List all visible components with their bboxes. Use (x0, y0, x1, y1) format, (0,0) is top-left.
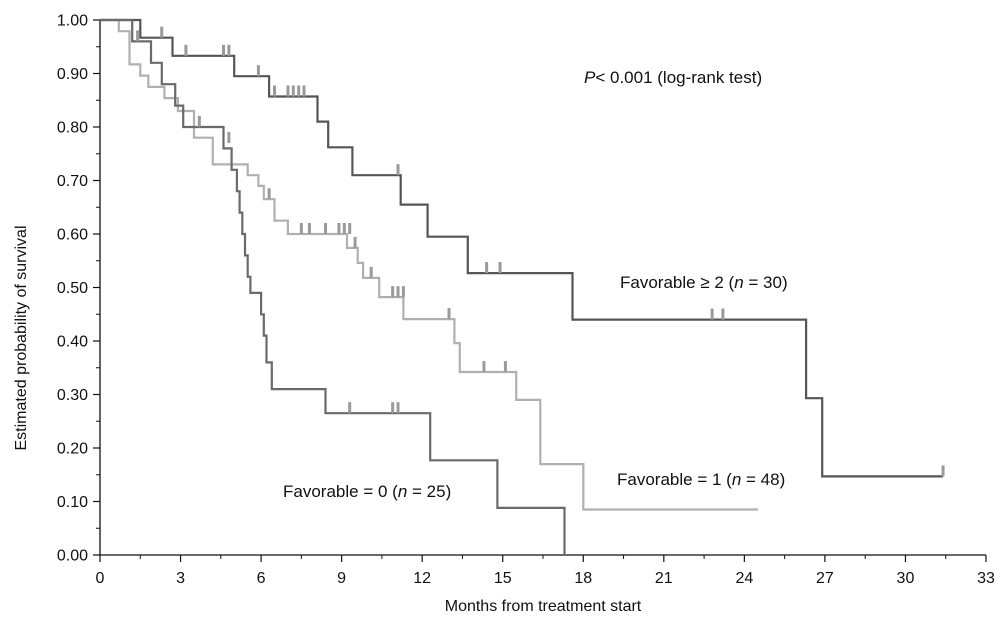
censor-mark (160, 26, 164, 38)
censor-mark (307, 223, 311, 234)
censor-mark (721, 308, 725, 320)
censor-mark (348, 223, 352, 234)
censor-mark (498, 262, 502, 274)
censor-mark (337, 223, 341, 234)
censor-mark (353, 236, 357, 248)
censor-mark (286, 85, 290, 97)
y-tick-label: 0.20 (57, 441, 88, 458)
x-tick-label: 9 (337, 570, 346, 587)
censor-mark (299, 223, 303, 234)
x-tick-label: 3 (176, 570, 185, 587)
series-label-favorable-1-text: Favorable = 1 ( (617, 470, 732, 489)
series-layer (100, 18, 943, 555)
x-tick-label: 33 (977, 570, 995, 587)
y-tick-label: 0.00 (57, 548, 88, 565)
series-label-favorable-2: Favorable ≥ 2 (n = 30) (620, 273, 788, 292)
x-tick-label: 21 (655, 570, 673, 587)
series-label-favorable-0: Favorable = 0 (n = 25) (283, 482, 451, 501)
censor-mark (396, 286, 400, 298)
axes: 0 3 6 9 12 15 18 21 24 27 30 33 0.00 0.10 0.20 0.30 0.4… (57, 13, 995, 588)
x-tick-label: 30 (897, 570, 915, 587)
censor-mark (401, 286, 405, 298)
y-tick-label: 0.30 (57, 387, 88, 404)
censor-mark (273, 85, 277, 97)
censor-mark (227, 132, 231, 144)
y-axis-title: Estimated probability of survival (13, 226, 30, 451)
censor-mark (348, 402, 352, 414)
y-tick-label: 0.10 (57, 494, 88, 511)
censor-mark (941, 465, 945, 477)
x-tick-label: 12 (413, 570, 431, 587)
series-label-favorable-1-n: n (732, 470, 741, 489)
censor-mark (222, 44, 226, 56)
x-tick-label: 6 (257, 570, 266, 587)
series-label-favorable-0-tail: = 25) (407, 482, 451, 501)
x-tick-label: 24 (735, 570, 753, 587)
y-tick-label: 0.90 (57, 66, 88, 83)
y-tick-label: 0.40 (57, 334, 88, 351)
censor-mark (302, 85, 306, 97)
censor-mark (267, 188, 271, 200)
censor-mark (297, 85, 301, 97)
y-tick-label: 0.60 (57, 227, 88, 244)
censor-mark (256, 65, 260, 77)
series-label-favorable-0-text: Favorable = 0 ( (283, 482, 398, 501)
x-tick-label: 27 (816, 570, 834, 587)
y-tick-label: 0.70 (57, 173, 88, 190)
censor-mark (396, 164, 400, 176)
censor-mark (447, 308, 451, 320)
censor-mark (391, 402, 395, 414)
y-ticks: 0.00 0.10 0.20 0.30 0.40 0.50 0.60 0.70 0.80 0.90… (57, 13, 100, 565)
pvalue-text: < 0.001 (log-rank test) (595, 68, 762, 87)
series-label-favorable-1-tail: = 48) (741, 470, 785, 489)
series-label-favorable-1: Favorable = 1 (n = 48) (617, 470, 785, 489)
pvalue-p: P (584, 68, 596, 87)
censor-mark (197, 116, 201, 127)
censor-layer (136, 26, 945, 477)
censor-mark (324, 223, 328, 234)
x-tick-label: 18 (574, 570, 592, 587)
censor-mark (369, 266, 373, 278)
pvalue-annotation: P< 0.001 (log-rank test) (584, 68, 762, 87)
series-label-favorable-0-n: n (398, 482, 407, 501)
censor-mark (184, 44, 188, 56)
series-line-0 (100, 18, 943, 478)
series-line-1 (100, 18, 758, 511)
censor-mark (482, 361, 486, 373)
y-tick-label: 0.80 (57, 120, 88, 137)
censor-mark (710, 308, 714, 320)
censor-mark (291, 85, 295, 97)
y-tick-label: 1.00 (57, 13, 88, 30)
series-label-favorable-2-n: n (734, 273, 743, 292)
x-axis-title: Months from treatment start (445, 598, 642, 615)
censor-mark (391, 286, 395, 298)
x-tick-label: 15 (494, 570, 512, 587)
series-label-favorable-2-text: Favorable ≥ 2 ( (620, 273, 735, 292)
series-line-2 (100, 18, 566, 555)
censor-mark (227, 44, 231, 56)
series-label-favorable-2-tail: = 30) (744, 273, 788, 292)
censor-mark (136, 30, 140, 42)
censor-mark (485, 262, 489, 274)
x-tick-label: 0 (96, 570, 105, 587)
x-ticks: 0 3 6 9 12 15 18 21 24 27 30 33 (96, 555, 995, 587)
censor-mark (342, 223, 346, 234)
y-tick-label: 0.50 (57, 280, 88, 297)
censor-mark (503, 361, 507, 373)
censor-mark (396, 402, 400, 414)
